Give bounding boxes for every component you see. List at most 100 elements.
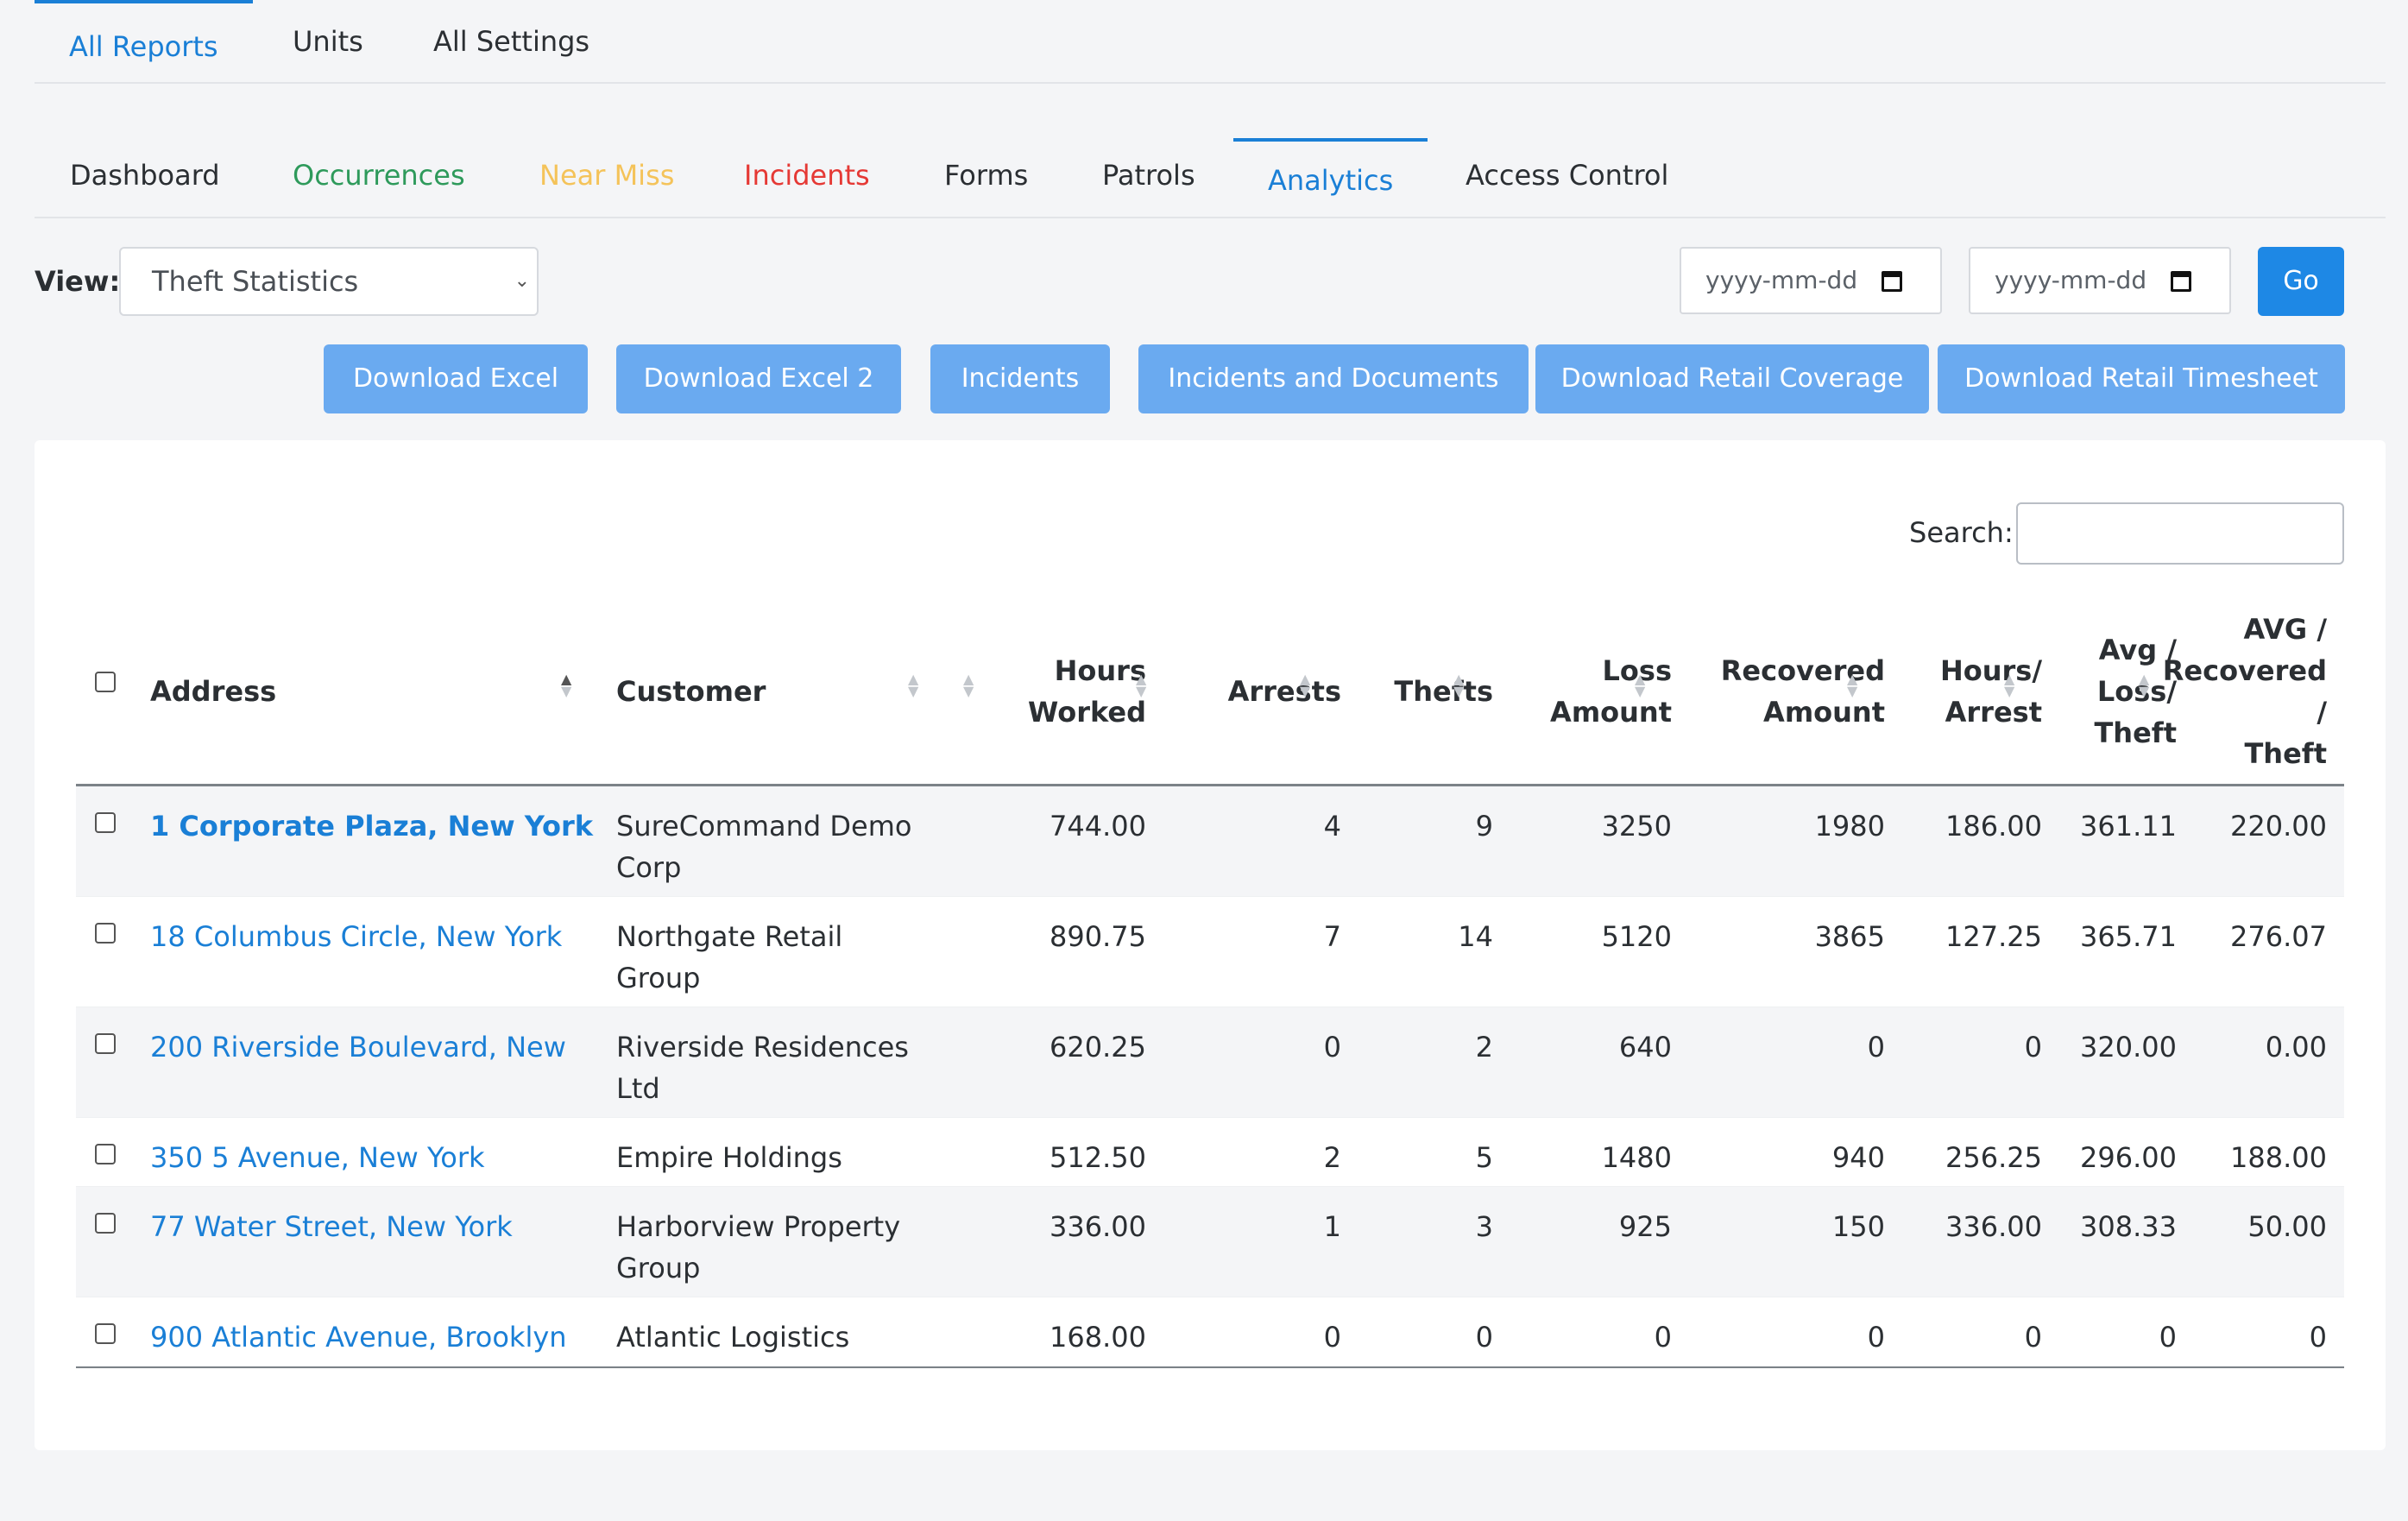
avg-loss-theft-cell: 361.11 [2080,810,2177,843]
avg-loss-theft-cell: 308.33 [2080,1210,2177,1243]
row-checkbox[interactable] [95,1323,116,1344]
row-checkbox[interactable] [95,812,116,833]
view-label: View: [35,265,121,298]
tab-patrols[interactable]: Patrols [1102,159,1195,192]
download-excel-button[interactable]: Download Excel [324,344,588,413]
header-recovered-amount[interactable]: Recovered Amount [1655,596,1885,786]
tab-all-reports[interactable]: All Reports [35,0,253,84]
arrests-cell: 0 [1323,1321,1341,1354]
row-checkbox[interactable] [95,923,116,944]
header-thefts-label: Thefts [1394,674,1493,708]
calendar-icon[interactable] [1882,271,1902,292]
header-avg-loss-theft[interactable]: Avg / Loss/Theft [2023,596,2177,786]
avg-recovered-theft-cell: 220.00 [2230,810,2327,843]
address-link[interactable]: 18 Columbus Circle, New York [150,920,563,953]
header-avg-recovered-theft-line2: Recovered [2162,653,2327,687]
hours-worked-cell: 890.75 [1050,920,1146,953]
thefts-cell: 5 [1475,1141,1493,1174]
avg-recovered-theft-cell: 276.07 [2230,920,2327,953]
row-checkbox[interactable] [95,1033,116,1054]
sort-icon[interactable]: ▲ ▼ [2004,671,2015,699]
incidents-and-documents-button[interactable]: Incidents and Documents [1138,344,1529,413]
recovered-amount-cell: 3865 [1814,920,1885,953]
customer-line1: Northgate Retail [616,920,843,953]
sub-tab-bar: Dashboard Occurrences Near Miss Incident… [35,129,2386,218]
hours-arrest-cell: 0 [2024,1031,2042,1063]
header-avg-recovered-theft[interactable]: AVG / Recovered / Theft [2159,596,2327,786]
arrests-cell: 0 [1323,1031,1341,1063]
address-link[interactable]: 1 Corporate Plaza, New York [150,810,594,843]
tab-units[interactable]: Units [293,25,363,58]
sort-icon[interactable]: ▲ ▼ [908,671,919,699]
tab-forms[interactable]: Forms [944,159,1029,192]
tab-dashboard[interactable]: Dashboard [70,159,220,192]
customer-line1: Harborview Property [616,1210,901,1243]
address-link[interactable]: 77 Water Street, New York [150,1210,513,1243]
header-loss-amount-line1: Loss [1602,653,1672,687]
thefts-cell: 3 [1475,1210,1493,1243]
recovered-amount-cell: 0 [1867,1321,1885,1354]
header-avg-loss-theft-line3: Theft [2094,716,2177,749]
arrests-cell: 4 [1323,810,1341,843]
tab-incidents[interactable]: Incidents [744,159,870,192]
row-checkbox[interactable] [95,1144,116,1164]
address-link[interactable]: 200 Riverside Boulevard, New [150,1031,566,1063]
customer-line1: Atlantic Logistics [616,1321,850,1354]
view-select[interactable]: Theft Statistics ⌄ [119,247,539,316]
download-excel-2-button[interactable]: Download Excel 2 [616,344,901,413]
thefts-cell: 0 [1475,1321,1493,1354]
header-address[interactable]: Address [150,596,366,786]
tab-all-settings[interactable]: All Settings [433,25,590,58]
sort-icon[interactable]: ▲ ▼ [963,671,974,699]
avg-recovered-theft-cell: 0.00 [2265,1031,2327,1063]
tab-analytics[interactable]: Analytics [1233,138,1428,218]
search-input[interactable] [2016,502,2344,565]
download-retail-timesheet-button[interactable]: Download Retail Timesheet [1938,344,2345,413]
go-button[interactable]: Go [2258,247,2344,316]
sort-icon[interactable]: ▲ ▼ [1635,671,1646,699]
header-hours-arrest[interactable]: Hours/Arrest [1868,596,2042,786]
sort-icon[interactable]: ▲ ▼ [1453,671,1465,699]
row-checkbox[interactable] [95,1213,116,1234]
header-customer[interactable]: Customer [616,596,832,786]
download-retail-coverage-button[interactable]: Download Retail Coverage [1535,344,1929,413]
header-arrests[interactable]: Arrests [1155,596,1341,786]
incidents-button[interactable]: Incidents [930,344,1110,413]
header-thefts[interactable]: Thefts [1319,596,1493,786]
tab-access-control[interactable]: Access Control [1466,159,1669,192]
header-recovered-amount-line1: Recovered [1720,653,1885,687]
loss-amount-cell: 3250 [1601,810,1672,843]
hours-arrest-cell: 0 [2024,1321,2042,1354]
header-avg-loss-theft-line2: Loss/ [2096,674,2177,708]
avg-recovered-theft-cell: 188.00 [2230,1141,2327,1174]
customer-line2: Group [616,1252,701,1284]
sort-icon[interactable]: ▲ ▼ [1300,671,1311,699]
sort-icon[interactable]: ▲ ▼ [1136,671,1147,699]
header-avg-loss-theft-line1: Avg / [2098,633,2177,666]
tab-near-miss[interactable]: Near Miss [539,159,675,192]
sort-icon[interactable]: ▲ ▼ [2139,671,2150,699]
sort-icon[interactable]: ▲ ▼ [1847,671,1858,699]
header-loss-amount[interactable]: Loss Amount [1474,596,1672,786]
table-row: 1 Corporate Plaza, New York SureCommand … [76,786,2344,897]
avg-loss-theft-cell: 0 [2159,1321,2177,1354]
calendar-icon[interactable] [2171,271,2191,292]
hours-arrest-cell: 256.25 [1945,1141,2042,1174]
avg-loss-theft-cell: 365.71 [2080,920,2177,953]
header-recovered-amount-line2: Amount [1763,695,1885,729]
address-link[interactable]: 900 Atlantic Avenue, Brooklyn [150,1321,567,1354]
recovered-amount-cell: 0 [1867,1031,1885,1063]
date-from-input[interactable]: yyyy-mm-dd [1680,247,1942,314]
sort-icon[interactable]: ▲ ▼ [561,671,572,699]
hours-worked-cell: 744.00 [1050,810,1146,843]
address-link[interactable]: 350 5 Avenue, New York [150,1141,485,1174]
header-hours-worked[interactable]: Hours Worked [982,596,1146,786]
customer-line1: Riverside Residences [616,1031,909,1063]
tab-occurrences[interactable]: Occurrences [293,159,465,192]
customer-cell: SureCommand Demo Corp [616,805,911,888]
header-avg-recovered-theft-line4: Theft [2244,736,2327,770]
date-to-input[interactable]: yyyy-mm-dd [1969,247,2231,314]
arrests-cell: 2 [1323,1141,1341,1174]
select-all-checkbox[interactable] [95,672,116,692]
header-hours-worked-line2: Worked [1028,695,1146,729]
